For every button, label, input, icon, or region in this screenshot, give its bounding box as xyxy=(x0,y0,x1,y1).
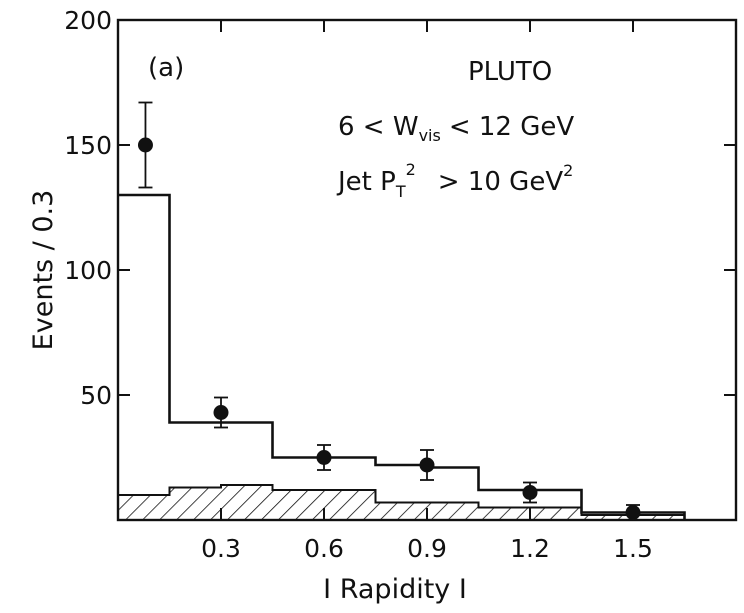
y-tick-label-3: 200 xyxy=(64,6,112,35)
y-tick-label-1: 100 xyxy=(64,256,112,285)
wvis-right: < 12 GeV xyxy=(449,112,575,142)
pt-annotation: Jet PT2 > 10 GeV2 xyxy=(336,160,573,201)
x-tick-label-0: 0.3 xyxy=(201,534,241,563)
step-outline xyxy=(118,193,686,520)
data-point-3 xyxy=(419,449,435,481)
x-axis-ticks: 0.3 0.6 0.9 1.2 1.5 xyxy=(201,20,653,563)
y-axis-title: Events / 0.3 xyxy=(28,190,59,351)
panel-label: (a) xyxy=(148,53,184,83)
plot-frame-border xyxy=(116,18,738,522)
data-marker-2 xyxy=(316,450,332,465)
hatched-bin-0 xyxy=(118,495,170,520)
data-point-2 xyxy=(316,444,332,471)
experiment-label: PLUTO xyxy=(468,57,552,87)
wvis-subscript: vis xyxy=(419,126,441,145)
data-marker-1 xyxy=(213,405,229,420)
x-tick-label-4: 1.5 xyxy=(613,534,653,563)
data-marker-3 xyxy=(419,457,435,473)
wvis-annotation: 6 < Wvis < 12 GeV xyxy=(338,112,574,145)
x-tick-label-2: 0.9 xyxy=(407,534,447,563)
x-tick-label-1: 0.6 xyxy=(304,534,344,563)
data-marker-0 xyxy=(137,137,153,153)
y-axis-ticks: 50 100 150 200 xyxy=(64,6,736,410)
hatched-bin-1 xyxy=(169,487,221,520)
plot-frame xyxy=(116,18,738,522)
x-tick-label-3: 1.2 xyxy=(510,534,550,563)
data-point-0 xyxy=(137,101,153,189)
step-histogram xyxy=(118,193,686,520)
pt-left: Jet P xyxy=(336,167,396,197)
y-tick-label-2: 150 xyxy=(64,131,112,160)
hatched-bin-2 xyxy=(221,485,273,520)
y-tick-label-0: 50 xyxy=(80,381,112,410)
data-marker-4 xyxy=(522,485,538,500)
pt-right: > 10 GeV xyxy=(438,167,564,197)
data-point-1 xyxy=(213,396,229,429)
data-points xyxy=(137,101,641,521)
data-point-4 xyxy=(522,481,538,504)
x-axis-title: I Rapidity I xyxy=(323,574,467,605)
pt-superscript: 2 xyxy=(406,160,416,179)
background-hatched-histogram xyxy=(118,484,686,520)
pt-unit-superscript: 2 xyxy=(563,161,573,180)
wvis-left: 6 < W xyxy=(338,112,419,142)
pt-subscript: T xyxy=(395,182,406,201)
